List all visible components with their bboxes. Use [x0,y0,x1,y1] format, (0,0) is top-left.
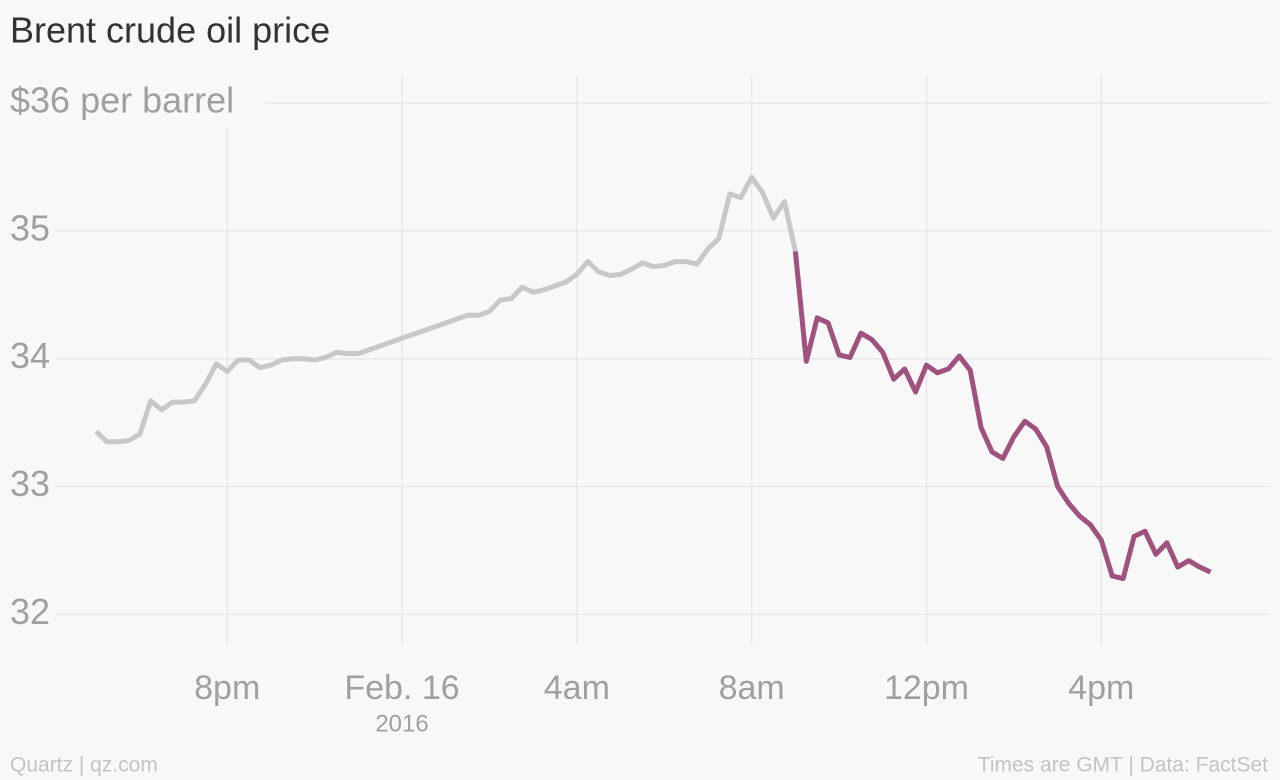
note: Times are GMT | Data: FactSet [978,754,1268,777]
source: Quartz | qz.com [10,754,158,777]
x-tick-label: Feb. 16 [344,669,459,707]
y-tick-label: 33 [10,463,50,504]
x-tick-label: 8am [719,669,785,707]
y-tick-label: 35 [10,207,50,248]
y-tick-label: $36 per barrel [10,80,234,121]
y-tick-label: 32 [10,591,50,632]
x-tick-label: 4am [544,669,610,707]
x-tick-label: 8pm [194,669,260,707]
data-line [792,251,1212,582]
chart-title: Brent crude oil price [10,10,330,51]
data-line [94,174,798,445]
x-tick-sublabel: 2016 [375,710,428,737]
x-tick-label: 12pm [884,669,969,707]
x-tick-label: 4pm [1068,669,1134,707]
y-tick-label: 34 [10,335,50,376]
